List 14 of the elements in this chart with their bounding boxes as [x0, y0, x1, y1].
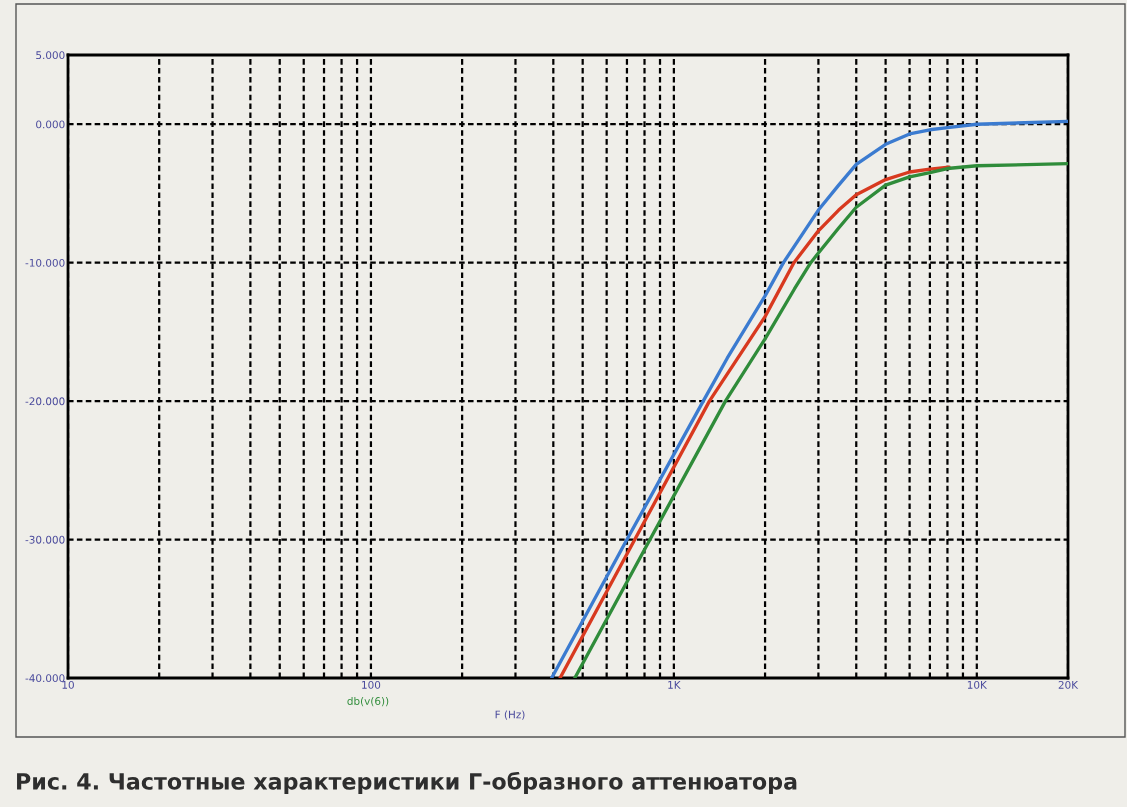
x-axis-title: F (Hz)	[495, 710, 525, 720]
x-tick-label: 100	[362, 680, 381, 689]
y-tick-label: -10.000	[25, 258, 65, 267]
y-tick-label: -30.000	[25, 535, 65, 544]
y-tick-label: 5.000	[36, 51, 65, 60]
text: Рис. 4. Частотные характеристики Г-образного аттенюатора	[17, 771, 797, 795]
x-tick-label: 10	[62, 680, 74, 689]
y-tick-label: -40.000	[25, 674, 65, 683]
x-tick-label: 1K	[668, 681, 681, 689]
text: db(v(6))	[347, 696, 389, 707]
x-tick-label: 20K	[1058, 680, 1079, 689]
y-tick-label: -20.000	[25, 397, 65, 406]
x-tick-label: 10K	[967, 680, 988, 689]
y-tick-label: 0.000	[36, 120, 65, 129]
